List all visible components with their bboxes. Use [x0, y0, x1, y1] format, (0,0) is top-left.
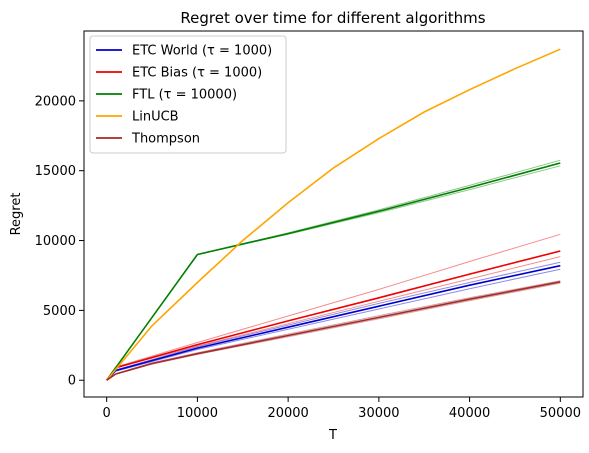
- x-axis-ticks: 0 10000 20000 30000 40000 50000: [103, 397, 581, 421]
- x-axis-label: T: [328, 428, 337, 443]
- legend: ETC World (τ = 1000) ETC Bias (τ = 1000) F…: [89, 35, 287, 154]
- y-axis-label: Regret: [9, 193, 24, 236]
- series-line-linucb: [106, 48, 561, 381]
- x-tick-label: 0: [103, 406, 111, 421]
- y-axis-ticks: 0 5000 10000 15000 20000: [35, 94, 84, 389]
- series-line-ftl-10000: [106, 162, 561, 381]
- plot-lines: [106, 48, 561, 381]
- legend-label-linucb: LinUCB: [132, 110, 179, 125]
- legend-label-ftl-10000: FTL (τ = 10000): [132, 88, 237, 103]
- x-tick-label: 30000: [358, 406, 399, 421]
- y-tick-label: 15000: [35, 164, 76, 179]
- y-tick-label: 10000: [35, 234, 76, 249]
- chart-title: Regret over time for different algorithm…: [180, 9, 485, 27]
- x-tick-label: 50000: [540, 406, 581, 421]
- legend-label-etc-world-1000: ETC World (τ = 1000): [132, 44, 272, 59]
- y-tick-label: 20000: [35, 94, 76, 109]
- legend-label-thompson: Thompson: [131, 132, 200, 147]
- plot-frame: [83, 30, 584, 398]
- series-line-thompson: [106, 281, 561, 381]
- x-tick-label: 10000: [177, 406, 218, 421]
- legend-label-etc-bias-1000: ETC Bias (τ = 1000): [132, 66, 262, 81]
- y-tick-label: 0: [68, 374, 76, 389]
- x-tick-label: 20000: [267, 406, 308, 421]
- y-tick-label: 5000: [43, 304, 76, 319]
- x-tick-label: 40000: [449, 406, 490, 421]
- legend-box: [89, 35, 287, 154]
- legend-items: ETC World (τ = 1000) ETC Bias (τ = 1000) F…: [96, 44, 272, 147]
